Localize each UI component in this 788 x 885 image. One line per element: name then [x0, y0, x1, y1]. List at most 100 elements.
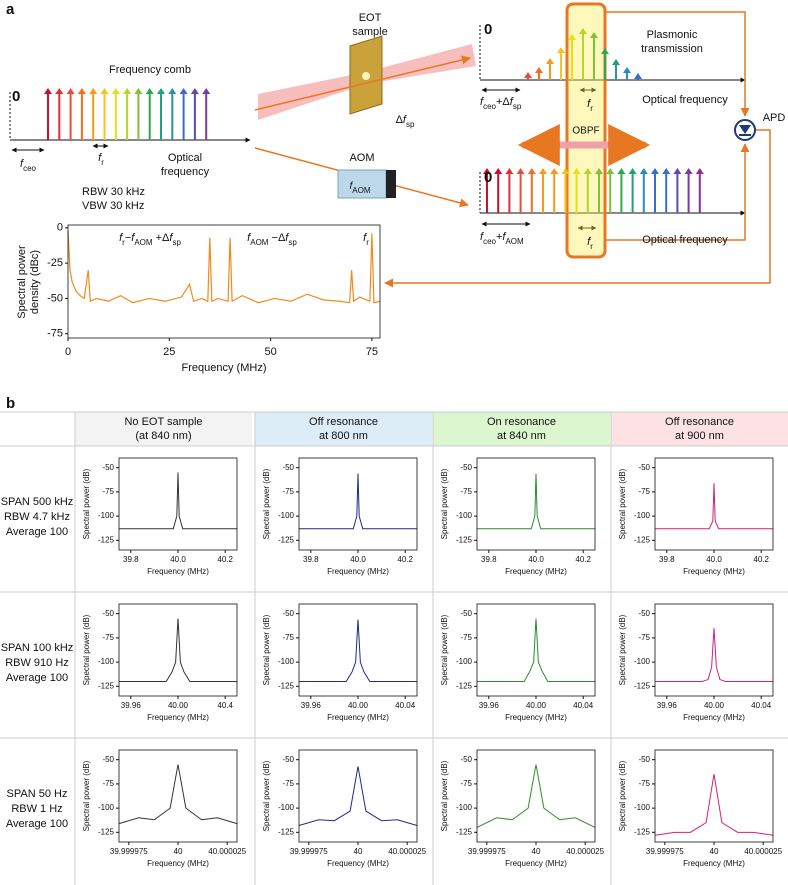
label-part: Δ: [396, 114, 404, 126]
x-axis-label: Frequency (MHz): [327, 713, 389, 722]
x-tick-label: 75: [366, 346, 378, 358]
comb-tooth: [524, 72, 532, 78]
plot-frame: [476, 749, 596, 843]
label-part: f: [247, 232, 251, 244]
column-header-text: Off resonance: [665, 416, 734, 428]
label-part: f: [587, 98, 591, 110]
y-axis-label: Spectral power (dB): [618, 614, 627, 685]
y-tick-label: -75: [282, 487, 294, 496]
plasmonic-label: transmission: [641, 43, 703, 55]
comb-tooth: [516, 168, 525, 174]
label-part: f: [349, 181, 353, 192]
plot-frame: [298, 457, 418, 551]
comb-tooth: [66, 88, 75, 94]
delta-fsp-label: Δfsp: [396, 114, 415, 129]
annotation: fAOM −Δfsp: [247, 232, 297, 247]
fr-label: fr: [98, 152, 104, 167]
x-axis-label: Frequency (MHz): [147, 859, 209, 868]
y-tick-label: -125: [634, 535, 651, 544]
comb-tooth: [157, 88, 165, 94]
column-header: [255, 412, 432, 446]
row-header-text: Average 100: [6, 818, 68, 830]
x-tick-label: 39.8: [303, 555, 319, 564]
row-header-text: RBW 910 Hz: [5, 657, 69, 669]
comb-tooth: [561, 168, 570, 174]
label-part: AOM: [250, 238, 269, 247]
x-tick-label: 25: [163, 346, 175, 358]
row-header-text: RBW 1 Hz: [11, 803, 62, 815]
x-tick-label: 39.96: [657, 701, 678, 710]
comb-tooth: [651, 168, 659, 174]
arrow: [605, 11, 750, 117]
y-tick-label: -50: [638, 755, 650, 764]
comb-tooth: [77, 88, 86, 94]
x-tick-label: 40: [532, 847, 541, 856]
y-tick-label: -50: [638, 609, 650, 618]
y-axis-label: Spectral power: [16, 245, 28, 319]
axis-label: Optical: [168, 152, 202, 164]
column-header: [433, 412, 610, 446]
y-tick-label: -25: [47, 257, 63, 269]
arrow: [384, 129, 771, 288]
comb-tooth: [111, 88, 120, 94]
axis-label: Optical frequency: [642, 234, 728, 246]
x-tick-label: 40: [354, 847, 363, 856]
label-part: f: [587, 236, 591, 248]
annotation: fr−fAOM +Δfsp: [119, 232, 181, 247]
label-part: ceo: [483, 102, 496, 111]
label-part: +: [496, 231, 502, 243]
y-tick-label: -125: [98, 535, 115, 544]
x-axis-label: Frequency (MHz): [505, 567, 567, 576]
row-header-text: SPAN 100 kHz: [1, 642, 74, 654]
x-axis-label: Frequency (MHz): [147, 713, 209, 722]
comb-tooth: [168, 88, 177, 94]
label-part: sp: [513, 102, 522, 111]
y-tick-label: -50: [282, 609, 294, 618]
y-axis-label: Spectral power (dB): [82, 468, 91, 539]
axis-label: Optical frequency: [642, 94, 728, 106]
aom-label: AOM: [349, 152, 374, 164]
y-tick-label: -100: [456, 657, 473, 666]
axis-origin: 0: [484, 169, 492, 186]
label-part: r: [366, 238, 369, 247]
column-header: [75, 412, 252, 446]
series-line: [118, 764, 238, 825]
comb-tooth: [628, 168, 637, 174]
y-axis-label: Spectral power (dB): [262, 614, 271, 685]
comb-tooth: [601, 48, 609, 54]
y-tick-label: -75: [460, 487, 472, 496]
x-tick-label: 40: [174, 847, 183, 856]
axis-origin: 0: [484, 21, 492, 38]
y-axis-label: density (dBc): [29, 250, 41, 314]
label-part: sp: [172, 238, 181, 247]
x-tick-label: 40.00: [168, 701, 189, 710]
plasmonic-label: Plasmonic: [647, 29, 698, 41]
x-tick-label: 39.96: [301, 701, 322, 710]
x-axis-label: Frequency (MHz): [505, 713, 567, 722]
series-line: [655, 483, 773, 530]
x-tick-label: 40.04: [573, 701, 594, 710]
comb-tooth: [572, 168, 581, 174]
fceo-dfsp-label: fceo+Δfsp: [480, 96, 522, 111]
fr-label: fr: [587, 236, 593, 251]
comb-tooth: [179, 88, 188, 94]
series-line: [299, 619, 417, 682]
label-part: +Δ: [153, 232, 170, 244]
column-header-text: Off resonance: [309, 416, 378, 428]
x-tick-label: 40.00: [348, 701, 369, 710]
plot-frame: [118, 603, 238, 697]
y-tick-label: -50: [282, 463, 294, 472]
x-tick-label: 40.000025: [208, 847, 246, 856]
label-part: f: [403, 114, 407, 126]
y-tick-label: -125: [98, 827, 115, 836]
label-part: ceo: [483, 237, 496, 246]
y-tick-label: -50: [460, 609, 472, 618]
series-line: [654, 774, 774, 836]
x-tick-label: 39.96: [121, 701, 142, 710]
comb-tooth: [595, 168, 603, 174]
y-tick-label: -75: [638, 487, 650, 496]
row-header-text: SPAN 500 kHz: [1, 496, 74, 508]
comb-tooth: [505, 168, 514, 174]
series-line: [119, 618, 237, 682]
y-axis-label: Spectral power (dB): [82, 614, 91, 685]
